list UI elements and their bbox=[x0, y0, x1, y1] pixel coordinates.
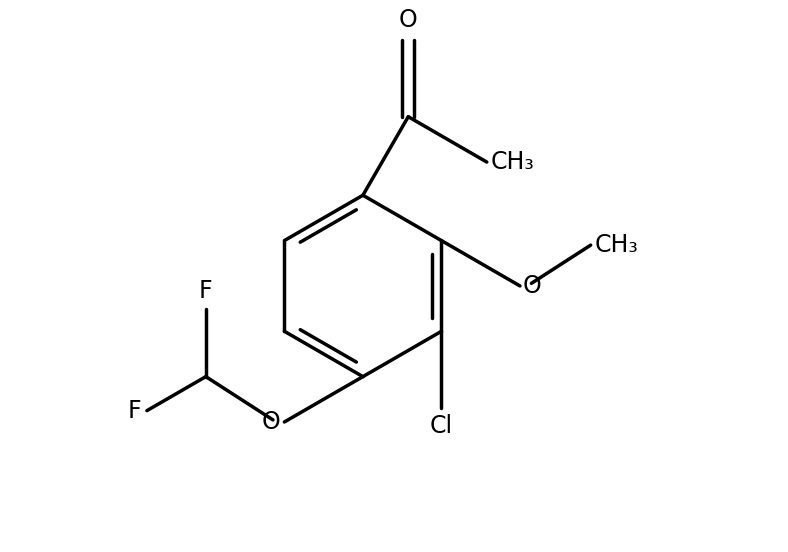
Text: CH₃: CH₃ bbox=[595, 233, 639, 257]
Text: CH₃: CH₃ bbox=[491, 150, 535, 174]
Text: O: O bbox=[262, 410, 281, 434]
Text: Cl: Cl bbox=[430, 413, 453, 438]
Text: F: F bbox=[128, 399, 142, 423]
Text: F: F bbox=[199, 279, 213, 304]
Text: O: O bbox=[399, 8, 418, 32]
Text: O: O bbox=[522, 274, 541, 298]
